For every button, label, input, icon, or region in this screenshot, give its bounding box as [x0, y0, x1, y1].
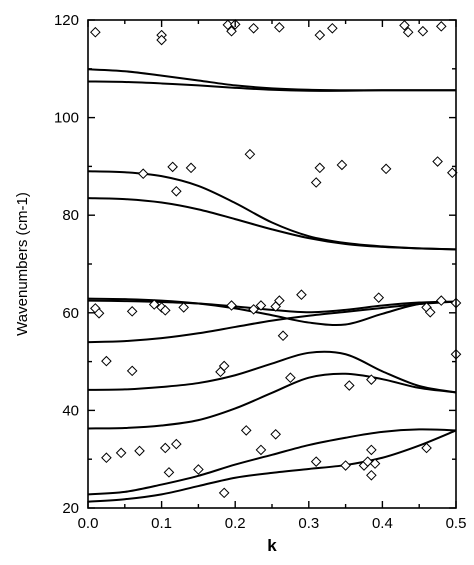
x-tick-label: 0.5: [446, 515, 467, 532]
data-point-marker: [255, 300, 267, 311]
data-point-marker: [171, 185, 182, 197]
data-point-marker: [421, 442, 432, 454]
dispersion-curve-8: [87, 350, 457, 394]
x-tick-label: 0.3: [298, 515, 319, 532]
data-point-marker: [366, 374, 377, 385]
y-tick-label: 60: [62, 305, 79, 322]
data-point-marker: [314, 29, 326, 41]
x-tick-label: 0.2: [225, 515, 246, 532]
data-point-marker: [244, 148, 256, 160]
data-point-marker: [336, 159, 348, 171]
data-point-marker: [101, 355, 112, 367]
data-point-marker: [193, 464, 204, 475]
dispersion-curves: [87, 68, 457, 503]
data-point-marker: [314, 162, 326, 174]
y-tick-label: 20: [62, 500, 79, 517]
y-tick-label: 40: [62, 402, 79, 419]
data-point-marker: [137, 168, 149, 180]
data-point-marker: [156, 34, 167, 46]
dispersion-curve-2: [87, 80, 456, 92]
data-point-marker: [222, 19, 234, 31]
data-point-marker: [226, 25, 237, 37]
data-point-marker: [270, 429, 281, 440]
data-point-marker: [178, 302, 189, 313]
data-point-marker: [101, 452, 112, 464]
data-point-marker: [402, 26, 414, 38]
data-point-marker: [310, 177, 322, 188]
data-point-marker: [399, 20, 410, 31]
data-point-marker: [417, 25, 429, 37]
data-point-marker: [277, 330, 289, 342]
data-point-marker: [248, 22, 259, 34]
data-point-marker: [424, 307, 436, 318]
x-tick-label: 0.0: [78, 515, 99, 532]
x-tick-labels: 0.0 0.1 0.2 0.3 0.4 0.5: [78, 515, 467, 532]
x-tick-label: 0.4: [372, 515, 393, 532]
data-markers: [90, 19, 462, 499]
data-point-marker: [435, 295, 447, 306]
data-point-marker: [432, 156, 443, 167]
x-axis-title: k: [267, 536, 277, 555]
data-point-marker: [285, 372, 296, 384]
data-point-marker: [90, 26, 101, 38]
data-point-marker: [366, 469, 377, 481]
data-point-marker: [167, 161, 178, 173]
data-point-marker: [362, 456, 373, 467]
data-point-marker: [296, 289, 307, 301]
data-point-marker: [218, 487, 230, 499]
dispersion-curve-5: [87, 297, 457, 327]
x-tick-label: 0.1: [151, 515, 172, 532]
axis-ticks: [87, 19, 457, 509]
data-point-marker: [340, 460, 351, 471]
data-point-marker: [218, 360, 230, 372]
dispersion-curve-7: [87, 300, 457, 344]
data-point-marker: [240, 425, 252, 436]
y-tick-label: 80: [62, 207, 79, 224]
data-point-marker: [366, 444, 377, 456]
data-point-marker: [274, 295, 285, 306]
y-axis-title: Wavenumbers (cm-1): [14, 192, 31, 336]
data-point-marker: [126, 306, 138, 317]
data-point-marker: [343, 380, 355, 391]
data-point-marker: [327, 22, 338, 34]
data-point-marker: [115, 447, 127, 459]
dispersion-curve-11: [87, 429, 457, 503]
data-point-marker: [159, 305, 171, 316]
y-tick-label: 120: [54, 12, 79, 29]
data-point-marker: [171, 438, 182, 450]
data-point-marker: [159, 442, 171, 454]
data-point-marker: [148, 299, 160, 310]
data-point-marker: [255, 444, 267, 456]
data-point-marker: [274, 22, 285, 33]
y-tick-label: 100: [54, 110, 79, 127]
data-point-marker: [248, 304, 259, 315]
data-point-marker: [93, 307, 105, 319]
dispersion-curve-9: [87, 372, 457, 430]
data-point-marker: [369, 458, 381, 469]
dispersion-curve-6: [87, 299, 457, 314]
data-point-marker: [435, 21, 447, 32]
dispersion-curve-3: [87, 170, 457, 251]
dispersion-curve-1: [87, 68, 456, 92]
y-tick-labels: 20 40 60 80 100 120: [54, 12, 79, 517]
data-point-marker: [380, 163, 392, 175]
data-point-marker: [163, 467, 175, 478]
data-point-marker: [185, 162, 197, 174]
dispersion-curve-10: [87, 428, 457, 496]
data-point-marker: [126, 365, 138, 377]
data-point-marker: [310, 456, 322, 467]
dispersion-curve-4: [87, 197, 457, 251]
data-point-marker: [134, 445, 145, 457]
data-point-marker: [373, 292, 385, 303]
data-point-marker: [226, 300, 237, 311]
